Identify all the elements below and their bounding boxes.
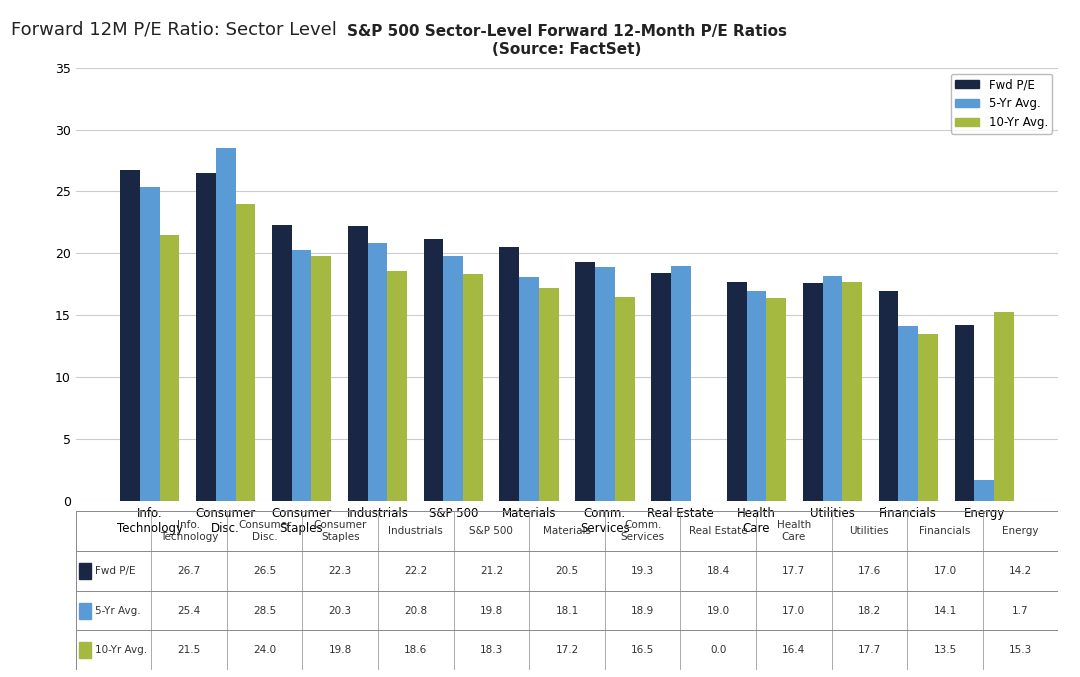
Text: 14.2: 14.2 xyxy=(1009,566,1032,576)
Text: 18.4: 18.4 xyxy=(706,566,730,576)
Text: S&P 500: S&P 500 xyxy=(470,526,513,536)
Bar xyxy=(80,642,91,658)
Bar xyxy=(292,250,311,501)
Bar xyxy=(80,603,91,619)
Text: 20.5: 20.5 xyxy=(555,566,579,576)
Text: 19.3: 19.3 xyxy=(631,566,654,576)
Text: 25.4: 25.4 xyxy=(177,605,201,615)
Text: 17.7: 17.7 xyxy=(858,645,881,655)
Bar xyxy=(671,266,690,501)
Bar xyxy=(444,256,463,501)
Text: 26.5: 26.5 xyxy=(253,566,276,576)
Text: Forward 12M P/E Ratio: Sector Level: Forward 12M P/E Ratio: Sector Level xyxy=(11,20,337,39)
Text: 13.5: 13.5 xyxy=(933,645,957,655)
Text: Utilities: Utilities xyxy=(850,526,889,536)
Bar xyxy=(463,274,483,501)
Bar xyxy=(80,563,91,579)
Text: 18.6: 18.6 xyxy=(404,645,428,655)
Text: 0.0: 0.0 xyxy=(710,645,727,655)
Text: 5-Yr Avg.: 5-Yr Avg. xyxy=(95,605,140,615)
Bar xyxy=(519,277,539,501)
Text: Real Estate: Real Estate xyxy=(689,526,747,536)
Bar xyxy=(140,187,160,501)
Text: 1.7: 1.7 xyxy=(1012,605,1029,615)
Bar xyxy=(576,262,595,501)
Text: 17.7: 17.7 xyxy=(782,566,806,576)
Bar xyxy=(595,267,615,501)
Text: Health
Care: Health Care xyxy=(777,520,811,542)
Text: 18.3: 18.3 xyxy=(480,645,503,655)
Legend: Fwd P/E, 5-Yr Avg., 10-Yr Avg.: Fwd P/E, 5-Yr Avg., 10-Yr Avg. xyxy=(950,74,1053,134)
Bar xyxy=(367,244,388,501)
Bar xyxy=(767,298,786,501)
Bar xyxy=(120,171,140,501)
Text: Materials: Materials xyxy=(543,526,591,536)
Text: 18.1: 18.1 xyxy=(555,605,579,615)
Text: 19.8: 19.8 xyxy=(480,605,503,615)
Bar xyxy=(899,326,918,501)
Bar xyxy=(994,311,1014,501)
Text: Fwd P/E: Fwd P/E xyxy=(95,566,135,576)
Text: Consumer
Disc.: Consumer Disc. xyxy=(238,520,292,542)
Text: 17.0: 17.0 xyxy=(782,605,806,615)
Bar xyxy=(348,226,367,501)
Text: 20.8: 20.8 xyxy=(404,605,428,615)
Text: 16.4: 16.4 xyxy=(782,645,806,655)
Text: 17.2: 17.2 xyxy=(555,645,579,655)
Bar xyxy=(272,225,292,501)
Text: 10-Yr Avg.: 10-Yr Avg. xyxy=(95,645,147,655)
Bar xyxy=(216,148,235,501)
Bar xyxy=(974,480,994,501)
Bar xyxy=(388,271,407,501)
Text: 22.3: 22.3 xyxy=(328,566,352,576)
Text: 19.8: 19.8 xyxy=(328,645,352,655)
Bar xyxy=(539,288,558,501)
Text: 22.2: 22.2 xyxy=(404,566,428,576)
Text: 26.7: 26.7 xyxy=(177,566,201,576)
Text: 24.0: 24.0 xyxy=(253,645,276,655)
Bar xyxy=(802,283,823,501)
Bar xyxy=(746,290,767,501)
Bar xyxy=(842,282,862,501)
Text: 21.5: 21.5 xyxy=(177,645,201,655)
Text: 19.0: 19.0 xyxy=(706,605,730,615)
Text: 17.6: 17.6 xyxy=(858,566,881,576)
Bar xyxy=(918,334,937,501)
Bar xyxy=(197,173,216,501)
Text: Energy: Energy xyxy=(1002,526,1039,536)
Bar xyxy=(311,256,332,501)
Text: 28.5: 28.5 xyxy=(253,605,276,615)
Text: Consumer
Staples: Consumer Staples xyxy=(313,520,367,542)
Bar xyxy=(423,238,444,501)
Text: 17.0: 17.0 xyxy=(933,566,957,576)
Bar xyxy=(235,204,255,501)
Text: 21.2: 21.2 xyxy=(480,566,503,576)
Text: 18.2: 18.2 xyxy=(858,605,881,615)
Bar xyxy=(823,276,842,501)
Text: Info.
Technology: Info. Technology xyxy=(160,520,218,542)
Bar xyxy=(879,290,899,501)
Text: Comm.
Services: Comm. Services xyxy=(621,520,664,542)
Bar xyxy=(651,274,671,501)
Text: Industrials: Industrials xyxy=(389,526,443,536)
Text: 16.5: 16.5 xyxy=(631,645,654,655)
Text: 18.9: 18.9 xyxy=(631,605,654,615)
Text: Financials: Financials xyxy=(919,526,971,536)
Text: 15.3: 15.3 xyxy=(1009,645,1032,655)
Bar xyxy=(955,325,974,501)
Text: 14.1: 14.1 xyxy=(933,605,957,615)
Bar xyxy=(727,282,746,501)
Bar xyxy=(160,235,179,501)
Bar xyxy=(615,297,635,501)
Text: 20.3: 20.3 xyxy=(328,605,352,615)
Bar xyxy=(499,247,519,501)
Title: S&P 500 Sector-Level Forward 12-Month P/E Ratios
(Source: FactSet): S&P 500 Sector-Level Forward 12-Month P/… xyxy=(347,24,787,57)
